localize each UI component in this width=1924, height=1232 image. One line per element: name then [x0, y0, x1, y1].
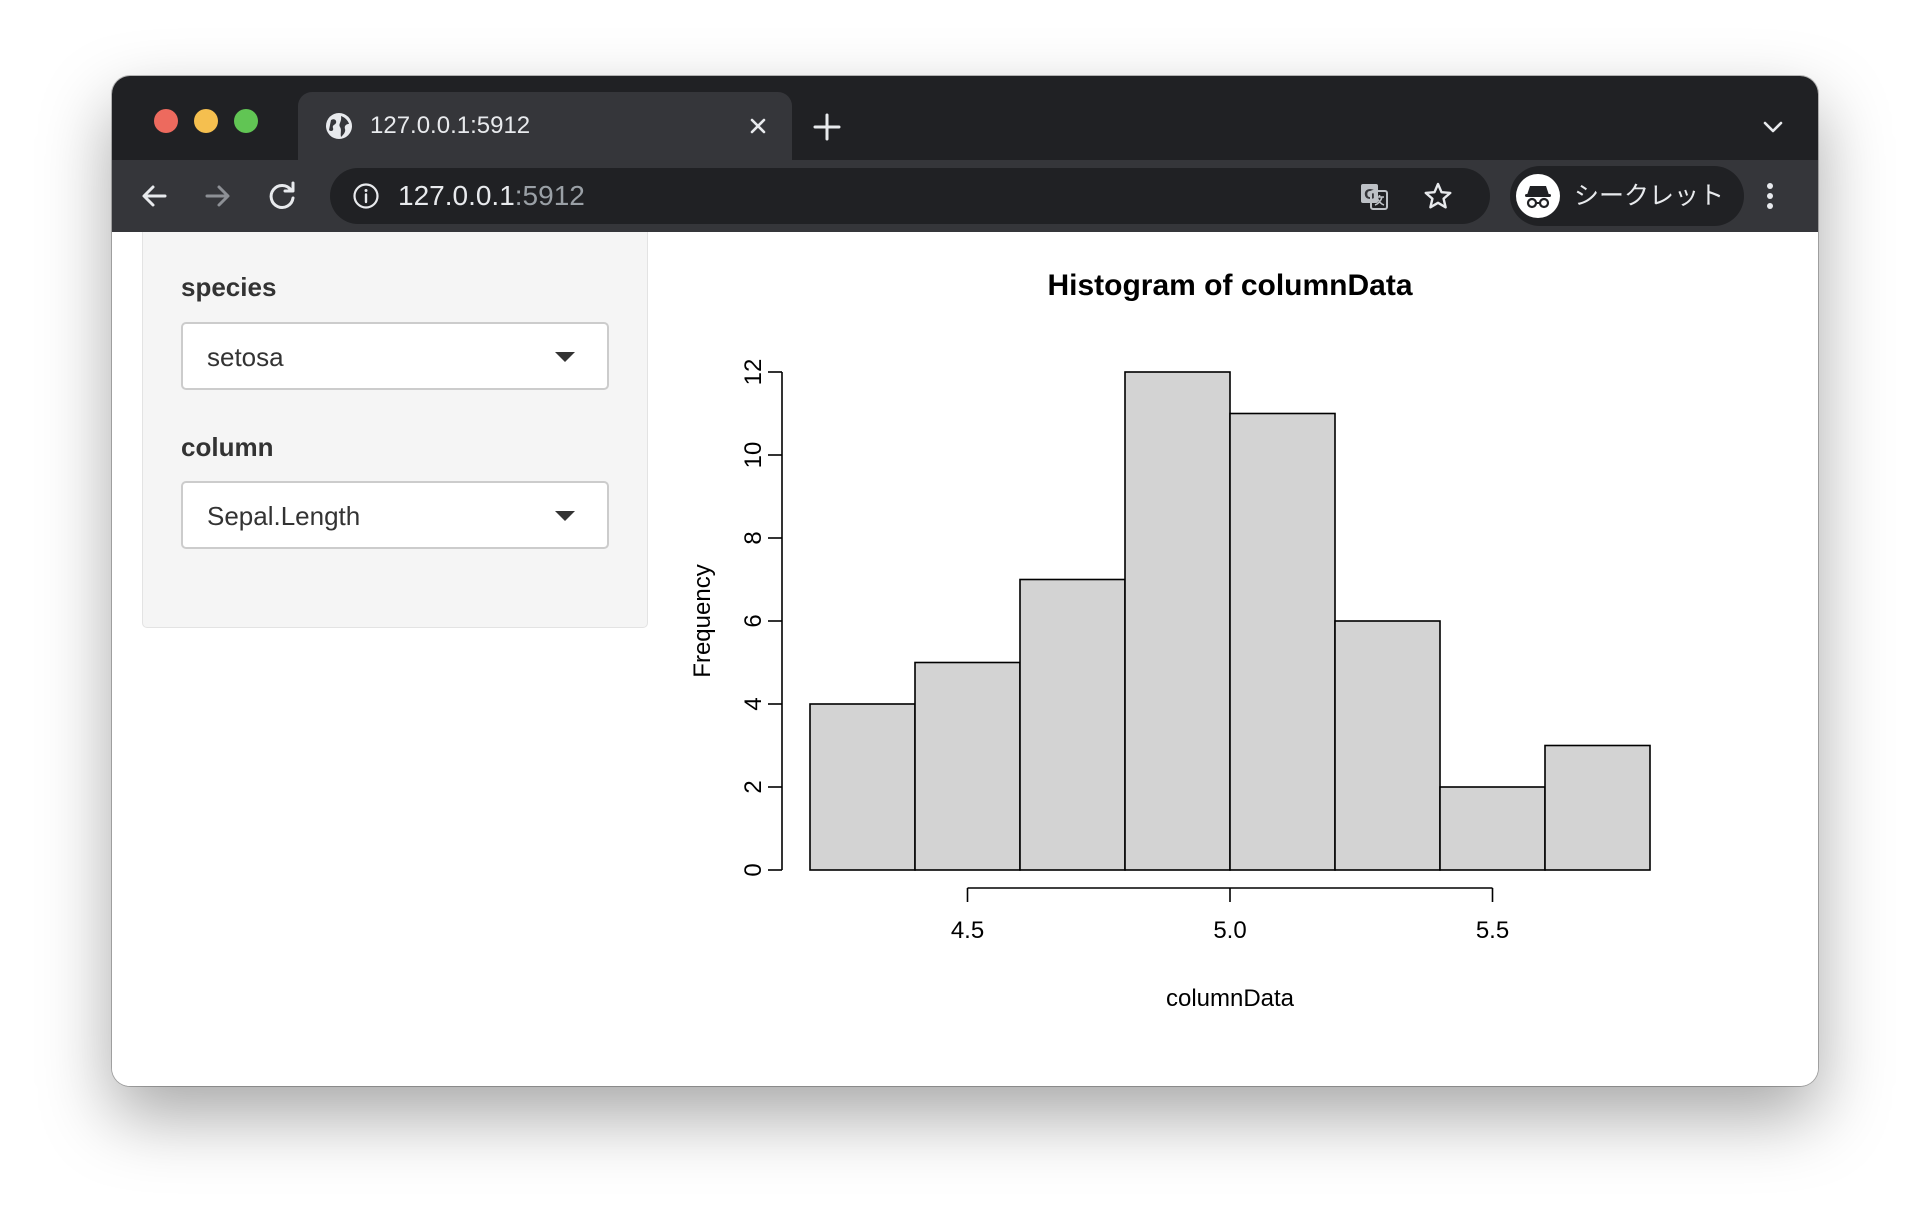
y-axis-label: Frequency: [689, 564, 716, 677]
column-select[interactable]: Sepal.Length: [181, 481, 609, 549]
chart-title: Histogram of columnData: [1047, 269, 1412, 302]
close-window-button[interactable]: [154, 109, 178, 133]
x-tick-label: 5.0: [1213, 917, 1246, 944]
y-tick-label: 12: [740, 359, 767, 386]
minimize-window-button[interactable]: [194, 109, 218, 133]
y-tick-label: 2: [740, 780, 767, 793]
y-tick-label: 0: [740, 863, 767, 876]
globe-icon: [326, 113, 352, 139]
histogram-bar: [1019, 578, 1126, 871]
browser-window: 127.0.0.1:5912 127: [112, 76, 1818, 1086]
x-tick-label: 5.5: [1476, 917, 1509, 944]
species-label: species: [181, 272, 277, 302]
translate-icon[interactable]: G: [1358, 180, 1390, 212]
url-text[interactable]: 127.0.0.1:5912: [398, 181, 585, 211]
forward-arrow-icon[interactable]: [200, 178, 236, 214]
y-tick-label: 6: [740, 614, 767, 627]
histogram-svg: Histogram of columnData 0 2 4 6 8 10 12 4.5 5.0 5.…: [689, 269, 1651, 1012]
info-icon[interactable]: [352, 182, 380, 210]
histogram-bar: [1229, 412, 1336, 871]
histogram-bar: [914, 661, 1021, 871]
plus-icon[interactable]: [810, 110, 844, 144]
reload-icon[interactable]: [264, 178, 300, 214]
histogram-bar: [1439, 786, 1546, 871]
incognito-label: シークレット: [1574, 181, 1725, 210]
incognito-profile-button[interactable]: シークレット: [1510, 166, 1744, 226]
histogram-plot: Histogram of columnData 0 2 4 6 8 10 12 4.5 5.0 5.…: [680, 232, 1818, 1086]
more-options-icon[interactable]: [1760, 178, 1780, 214]
species-select-value: setosa: [207, 342, 284, 372]
tab-title: 127.0.0.1:5912: [370, 112, 531, 139]
url-host: 127.0.0.1: [398, 180, 515, 211]
histogram-bar: [1124, 371, 1231, 871]
address-bar[interactable]: 127.0.0.1:5912 G: [330, 168, 1490, 224]
y-tick-label: 8: [740, 531, 767, 544]
column-label: column: [181, 432, 274, 462]
svg-text:G: G: [1364, 188, 1375, 203]
tab-active[interactable]: 127.0.0.1:5912: [298, 92, 792, 160]
page-content: species setosa column Sepal.Length Histo…: [112, 232, 1818, 1086]
x-axis-label: columnData: [1166, 985, 1295, 1012]
maximize-window-button[interactable]: [234, 109, 258, 133]
histogram-bar: [1544, 744, 1651, 871]
tab-bar: 127.0.0.1:5912: [112, 76, 1818, 160]
species-select[interactable]: setosa: [181, 322, 609, 390]
histogram-bar: [809, 703, 916, 871]
histogram-bar: [1334, 620, 1441, 871]
caret-down-icon: [555, 352, 575, 362]
close-icon[interactable]: [744, 112, 772, 140]
column-select-value: Sepal.Length: [207, 501, 361, 531]
caret-down-icon: [555, 511, 575, 521]
toolbar: 127.0.0.1:5912 G シークレット: [112, 160, 1818, 232]
url-port: :5912: [514, 180, 585, 211]
back-arrow-icon[interactable]: [136, 178, 172, 214]
sidebar-panel: species setosa column Sepal.Length: [142, 232, 648, 628]
y-tick-label: 10: [740, 442, 767, 469]
y-tick-label: 4: [740, 697, 767, 710]
incognito-icon: [1516, 174, 1560, 218]
star-icon[interactable]: [1422, 180, 1454, 212]
chevron-down-icon[interactable]: [1760, 116, 1786, 138]
x-tick-label: 4.5: [951, 917, 984, 944]
